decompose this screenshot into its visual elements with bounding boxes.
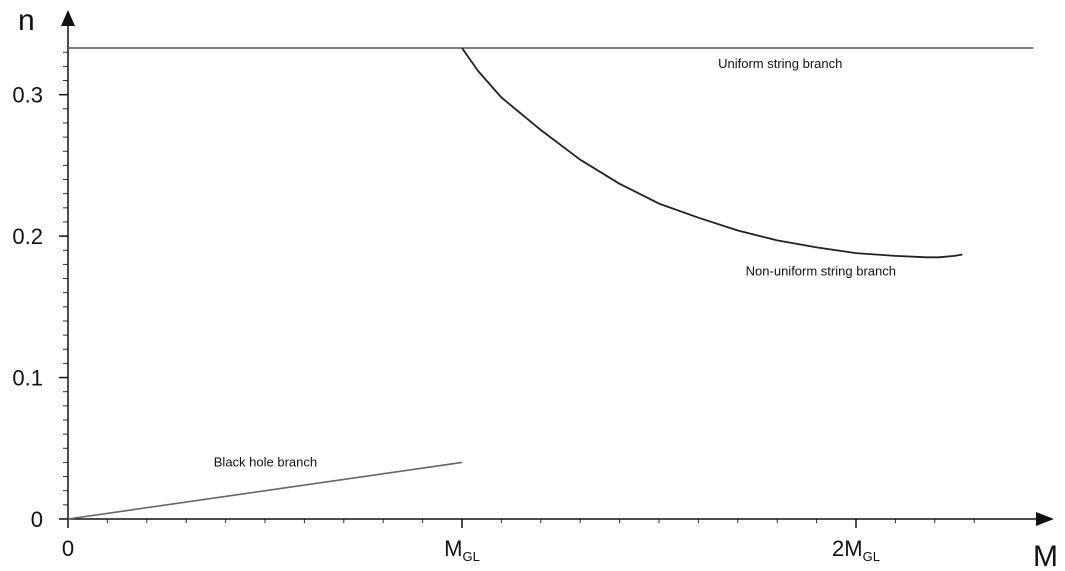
y-tick-label: 0.3 [12, 83, 43, 108]
annotation-label: Uniform string branch [718, 56, 842, 71]
y-axis-title: n [18, 4, 35, 37]
y-tick-label: 0 [31, 507, 43, 532]
series-line-black-hole-branch [67, 461, 463, 520]
x-axis-arrow-icon [1036, 512, 1054, 526]
x-tick-labels: 0 MGL 2MGL [62, 536, 880, 564]
y-tick-label: 0.2 [12, 224, 43, 249]
y-tick-labels: 0 0.1 0.2 0.3 [12, 83, 43, 532]
x-tick-label: MGL [444, 536, 480, 564]
x-tick-label: 2MGL [832, 536, 880, 564]
y-axis-arrow-icon [61, 10, 75, 26]
major-ticks [59, 93, 857, 528]
x-axis-title: M [1033, 540, 1058, 571]
minor-ticks [63, 51, 975, 523]
series-line-non-uniform-string-branch [461, 47, 963, 259]
series-layer [67, 47, 1034, 520]
annotation-label: Non-uniform string branch [746, 264, 896, 279]
annotation-layer: Uniform string branch Non-uniform string … [214, 56, 896, 470]
y-tick-label: 0.1 [12, 366, 43, 391]
annotation-label: Black hole branch [214, 455, 317, 470]
x-tick-label: 0 [62, 536, 74, 561]
